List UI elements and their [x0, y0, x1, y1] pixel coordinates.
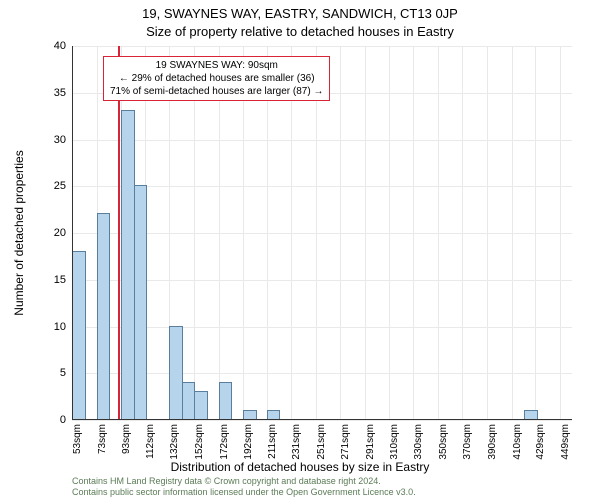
chart-subtitle: Size of property relative to detached ho…	[0, 24, 600, 39]
chart-plot-area: 051015202530354053sqm73sqm93sqm112sqm132…	[72, 46, 572, 420]
x-tick-label: 370sqm	[462, 424, 473, 460]
x-tick-label: 410sqm	[512, 424, 523, 460]
x-tick-label: 152sqm	[194, 424, 205, 460]
x-tick-label: 330sqm	[413, 424, 424, 460]
info-line1: 19 SWAYNES WAY: 90sqm	[110, 59, 323, 72]
histogram-bar	[72, 251, 86, 420]
y-tick-label: 25	[54, 180, 66, 192]
info-box: 19 SWAYNES WAY: 90sqm ← 29% of detached …	[103, 56, 330, 101]
x-tick-label: 93sqm	[121, 424, 132, 454]
gridline-v	[413, 46, 414, 420]
gridline-v	[194, 46, 195, 420]
gridline-v	[535, 46, 536, 420]
gridline-v	[462, 46, 463, 420]
y-tick-label: 10	[54, 321, 66, 333]
gridline-v	[438, 46, 439, 420]
attribution-footer: Contains HM Land Registry data © Crown c…	[72, 476, 572, 498]
x-axis-line	[72, 419, 572, 420]
x-tick-label: 291sqm	[365, 424, 376, 460]
x-tick-label: 112sqm	[145, 424, 156, 459]
y-tick-label: 5	[60, 367, 66, 379]
gridline-v	[560, 46, 561, 420]
gridline-h	[72, 420, 572, 421]
gridline-v	[365, 46, 366, 420]
histogram-bar	[219, 382, 233, 420]
x-tick-label: 231sqm	[291, 424, 302, 460]
x-tick-label: 192sqm	[243, 424, 254, 460]
x-tick-label: 172sqm	[219, 424, 230, 460]
histogram-bar	[134, 185, 148, 420]
gridline-v	[291, 46, 292, 420]
x-tick-label: 390sqm	[487, 424, 498, 460]
property-marker-line	[118, 46, 120, 420]
y-axis-line	[72, 46, 73, 420]
x-tick-label: 449sqm	[560, 424, 571, 460]
y-axis-label: Number of detached properties	[12, 68, 26, 233]
gridline-v	[316, 46, 317, 420]
gridline-v	[512, 46, 513, 420]
x-tick-label: 251sqm	[316, 424, 327, 460]
x-axis-label: Distribution of detached houses by size …	[0, 460, 600, 474]
y-tick-label: 35	[54, 87, 66, 99]
info-line3: 71% of semi-detached houses are larger (…	[110, 85, 323, 98]
footer-line2: Contains public sector information licen…	[72, 487, 572, 498]
gridline-v	[243, 46, 244, 420]
x-tick-label: 429sqm	[535, 424, 546, 460]
gridline-v	[219, 46, 220, 420]
gridline-v	[340, 46, 341, 420]
x-tick-label: 73sqm	[97, 424, 108, 454]
info-line2: ← 29% of detached houses are smaller (36…	[110, 72, 323, 85]
x-tick-label: 211sqm	[267, 424, 278, 459]
x-tick-label: 132sqm	[169, 424, 180, 460]
x-tick-label: 310sqm	[389, 424, 400, 460]
gridline-h	[72, 46, 572, 47]
y-tick-label: 0	[60, 414, 66, 426]
y-tick-label: 40	[54, 40, 66, 52]
histogram-bar	[97, 213, 111, 420]
x-tick-label: 53sqm	[72, 424, 83, 454]
y-tick-label: 30	[54, 134, 66, 146]
x-tick-label: 271sqm	[340, 424, 351, 460]
y-tick-label: 20	[54, 227, 66, 239]
page-title: 19, SWAYNES WAY, EASTRY, SANDWICH, CT13 …	[0, 6, 600, 21]
gridline-v	[267, 46, 268, 420]
y-tick-label: 15	[54, 274, 66, 286]
x-tick-label: 350sqm	[438, 424, 449, 460]
gridline-h	[72, 140, 572, 141]
histogram-bar	[194, 391, 208, 420]
gridline-v	[487, 46, 488, 420]
footer-line1: Contains HM Land Registry data © Crown c…	[72, 476, 572, 487]
gridline-v	[389, 46, 390, 420]
